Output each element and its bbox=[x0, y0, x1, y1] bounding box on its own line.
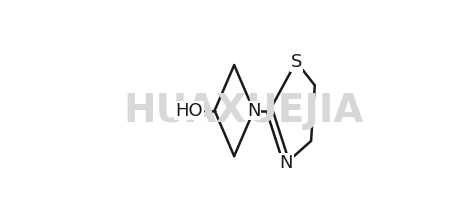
Text: S: S bbox=[290, 53, 302, 71]
Text: HO: HO bbox=[175, 102, 203, 120]
Text: N: N bbox=[247, 102, 260, 120]
Text: N: N bbox=[280, 154, 293, 172]
Text: HUAXUEJIA: HUAXUEJIA bbox=[124, 92, 364, 130]
